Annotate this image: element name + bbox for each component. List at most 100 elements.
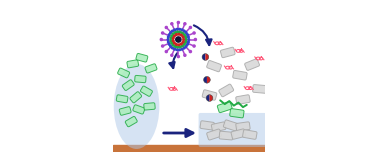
Circle shape [161,32,164,34]
Circle shape [167,41,169,43]
Circle shape [182,32,183,34]
Circle shape [165,26,167,29]
Circle shape [184,23,186,25]
Circle shape [176,28,178,30]
Circle shape [182,45,183,47]
Wedge shape [206,95,209,101]
Circle shape [187,41,189,43]
Circle shape [180,31,181,33]
Wedge shape [202,54,205,60]
Circle shape [174,42,175,44]
FancyBboxPatch shape [144,103,155,110]
Circle shape [194,38,197,41]
Circle shape [174,35,175,37]
Circle shape [177,46,178,48]
FancyBboxPatch shape [243,130,257,139]
Circle shape [167,36,169,38]
Circle shape [172,37,174,39]
Circle shape [193,45,195,47]
FancyBboxPatch shape [119,107,131,115]
Circle shape [179,28,180,30]
Ellipse shape [114,64,160,149]
FancyBboxPatch shape [219,131,233,140]
Circle shape [160,38,163,41]
Circle shape [171,23,173,25]
Circle shape [172,33,174,35]
FancyBboxPatch shape [122,80,134,91]
Circle shape [189,26,192,29]
Circle shape [170,32,172,33]
Circle shape [187,34,188,36]
FancyBboxPatch shape [207,129,222,140]
Circle shape [171,54,173,56]
Circle shape [177,55,180,58]
Circle shape [175,36,182,43]
Circle shape [184,43,185,45]
FancyBboxPatch shape [223,120,238,131]
Wedge shape [205,54,209,60]
Circle shape [170,46,172,47]
Circle shape [170,40,172,42]
Circle shape [178,33,180,35]
Circle shape [185,39,187,40]
Circle shape [182,36,184,38]
Circle shape [174,48,175,50]
Circle shape [168,43,170,45]
FancyBboxPatch shape [202,90,217,100]
Circle shape [172,47,174,49]
Circle shape [187,36,189,38]
Circle shape [176,49,178,51]
Circle shape [178,44,180,46]
Circle shape [185,41,186,43]
Circle shape [175,32,176,33]
FancyBboxPatch shape [253,85,267,93]
FancyBboxPatch shape [236,122,250,131]
FancyBboxPatch shape [200,121,214,130]
FancyBboxPatch shape [127,60,139,68]
Wedge shape [204,76,207,83]
FancyBboxPatch shape [230,109,244,118]
Wedge shape [209,95,213,101]
Circle shape [172,30,174,32]
FancyBboxPatch shape [116,95,128,103]
Circle shape [185,46,187,47]
Circle shape [187,43,188,45]
Circle shape [184,34,185,36]
FancyBboxPatch shape [231,129,246,139]
FancyBboxPatch shape [136,54,148,62]
Circle shape [185,36,186,38]
FancyBboxPatch shape [219,84,234,97]
Circle shape [181,48,183,50]
FancyBboxPatch shape [233,70,247,80]
Circle shape [177,21,180,24]
Circle shape [161,45,164,47]
Circle shape [170,37,172,39]
FancyBboxPatch shape [145,64,157,73]
Circle shape [183,39,184,40]
Circle shape [189,50,192,53]
Circle shape [179,49,180,51]
FancyBboxPatch shape [217,102,232,113]
Circle shape [172,40,174,42]
Circle shape [165,50,167,53]
Circle shape [174,29,175,31]
Circle shape [180,46,181,48]
Circle shape [181,29,183,31]
FancyBboxPatch shape [207,60,222,72]
FancyBboxPatch shape [118,68,130,78]
Circle shape [176,34,177,35]
Circle shape [183,47,185,49]
Circle shape [185,32,187,33]
FancyBboxPatch shape [236,95,250,104]
Circle shape [193,32,195,34]
FancyBboxPatch shape [141,86,152,96]
FancyBboxPatch shape [125,116,137,127]
Circle shape [182,41,184,43]
Circle shape [176,44,177,45]
FancyBboxPatch shape [133,105,145,114]
Circle shape [184,54,186,56]
Circle shape [168,34,170,36]
Circle shape [167,39,169,40]
Circle shape [181,43,182,45]
Circle shape [177,31,178,33]
